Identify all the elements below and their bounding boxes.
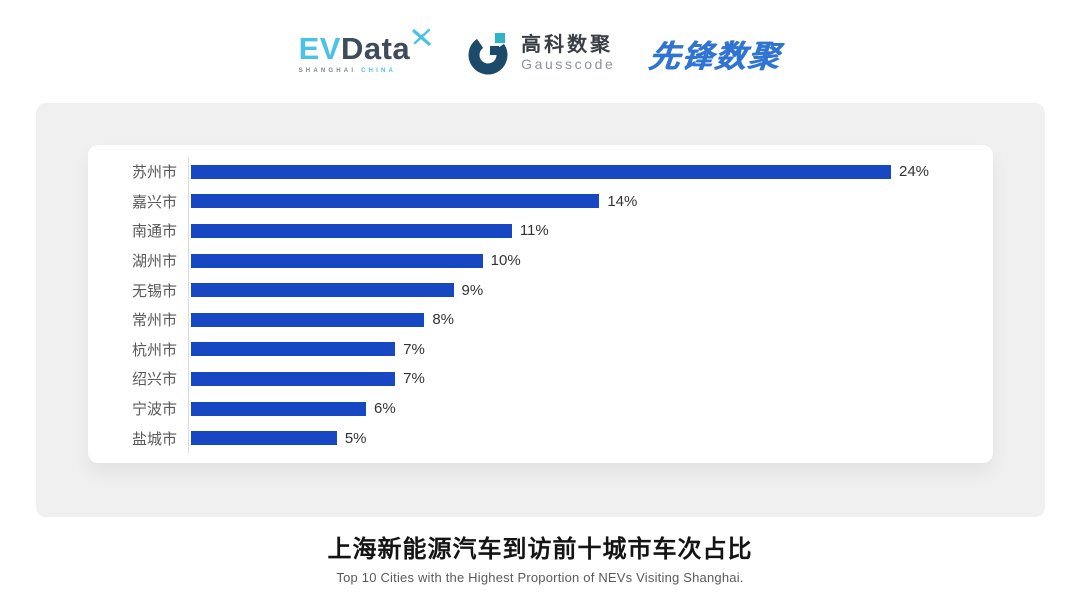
xianfengshuju-logo: 先锋数聚 xyxy=(647,38,783,74)
category-label: 湖州市 xyxy=(131,253,177,271)
bar xyxy=(191,164,891,179)
category-label: 常州市 xyxy=(131,312,177,330)
chart-row: 盐城市 5% xyxy=(88,423,993,453)
chart-row: 湖州市 10% xyxy=(88,245,993,276)
bar-track: 11% xyxy=(188,216,993,246)
bar-track: 5% xyxy=(188,423,993,453)
value-label: 9% xyxy=(461,281,484,299)
value-label: 10% xyxy=(490,252,521,270)
chart-panel: 苏州市 24% 嘉兴市 14% 南通市 11% 湖州市 10% 无锡市 9% 常州市 8% 杭州市 7% 绍… xyxy=(36,103,1045,517)
category-label: 无锡市 xyxy=(131,282,177,300)
chart-row: 宁波市 6% xyxy=(88,393,993,424)
chart-row: 嘉兴市 14% xyxy=(88,186,993,217)
logo-strip: EV Data SHANGHAI CHINA 高科数聚 Gausscode xyxy=(0,22,1080,84)
bar-track: 9% xyxy=(188,275,993,305)
category-label: 嘉兴市 xyxy=(131,193,177,211)
chart-row: 绍兴市 7% xyxy=(88,364,993,394)
chart-row: 杭州市 7% xyxy=(88,334,993,365)
bar xyxy=(191,194,600,209)
evdata-x-icon xyxy=(412,28,431,46)
value-label: 11% xyxy=(519,222,549,240)
category-label: 苏州市 xyxy=(131,164,177,182)
evdata-ev-text: EV xyxy=(298,30,341,66)
chart-row: 常州市 8% xyxy=(88,304,993,335)
bar xyxy=(191,253,483,268)
category-label: 绍兴市 xyxy=(131,371,177,389)
value-label: 7% xyxy=(403,370,425,388)
value-label: 6% xyxy=(374,400,396,418)
category-label: 杭州市 xyxy=(131,341,177,359)
gausscode-logo: 高科数聚 Gausscode xyxy=(467,30,615,76)
category-label: 南通市 xyxy=(131,223,177,241)
chart-row: 无锡市 9% xyxy=(88,275,993,305)
chart-row: 南通市 11% xyxy=(88,216,993,246)
category-label: 宁波市 xyxy=(131,401,177,419)
bar-track: 7% xyxy=(188,364,993,394)
bar-chart: 苏州市 24% 嘉兴市 14% 南通市 11% 湖州市 10% 无锡市 9% 常州市 8% 杭州市 7% 绍… xyxy=(88,157,993,453)
value-label: 24% xyxy=(899,163,930,181)
evdata-tagline: SHANGHAI CHINA xyxy=(299,68,396,74)
bar xyxy=(191,342,396,357)
chart-card: 苏州市 24% 嘉兴市 14% 南通市 11% 湖州市 10% 无锡市 9% 常州市 8% 杭州市 7% 绍… xyxy=(88,145,993,463)
bar xyxy=(191,283,454,298)
bar-track: 10% xyxy=(188,245,993,276)
category-label: 盐城市 xyxy=(131,430,177,448)
value-label: 7% xyxy=(403,340,425,358)
evdata-data-text: Data xyxy=(340,30,411,66)
chart-title: 上海新能源汽车到访前十城市车次占比 xyxy=(327,536,753,563)
value-label: 5% xyxy=(344,429,367,447)
evdata-tagline-shanghai: SHANGHAI xyxy=(298,67,357,74)
bar xyxy=(191,223,512,238)
bar-track: 24% xyxy=(188,157,993,187)
bar xyxy=(191,431,337,446)
footer: 上海新能源汽车到访前十城市车次占比 Top 10 Cities with the… xyxy=(0,529,1080,585)
bar-track: 14% xyxy=(188,186,993,217)
chart-row: 苏州市 24% xyxy=(88,157,993,187)
bar xyxy=(191,371,396,386)
gausscode-cn-text: 高科数聚 xyxy=(521,33,614,56)
bar-track: 7% xyxy=(188,334,993,365)
evdata-logo: EV Data SHANGHAI CHINA xyxy=(298,28,434,74)
gausscode-g-icon xyxy=(468,33,508,75)
bar xyxy=(191,401,366,416)
gausscode-en-text: Gausscode xyxy=(521,55,616,72)
bar-track: 6% xyxy=(188,393,993,424)
value-label: 14% xyxy=(607,192,638,210)
chart-subtitle: Top 10 Cities with the Highest Proportio… xyxy=(336,570,744,585)
value-label: 8% xyxy=(432,311,455,329)
evdata-tagline-china: CHINA xyxy=(361,67,397,74)
evdata-wordmark: EV Data xyxy=(298,28,434,66)
gausscode-text: 高科数聚 Gausscode xyxy=(521,34,615,72)
bar xyxy=(191,312,425,327)
bar-track: 8% xyxy=(188,304,993,335)
